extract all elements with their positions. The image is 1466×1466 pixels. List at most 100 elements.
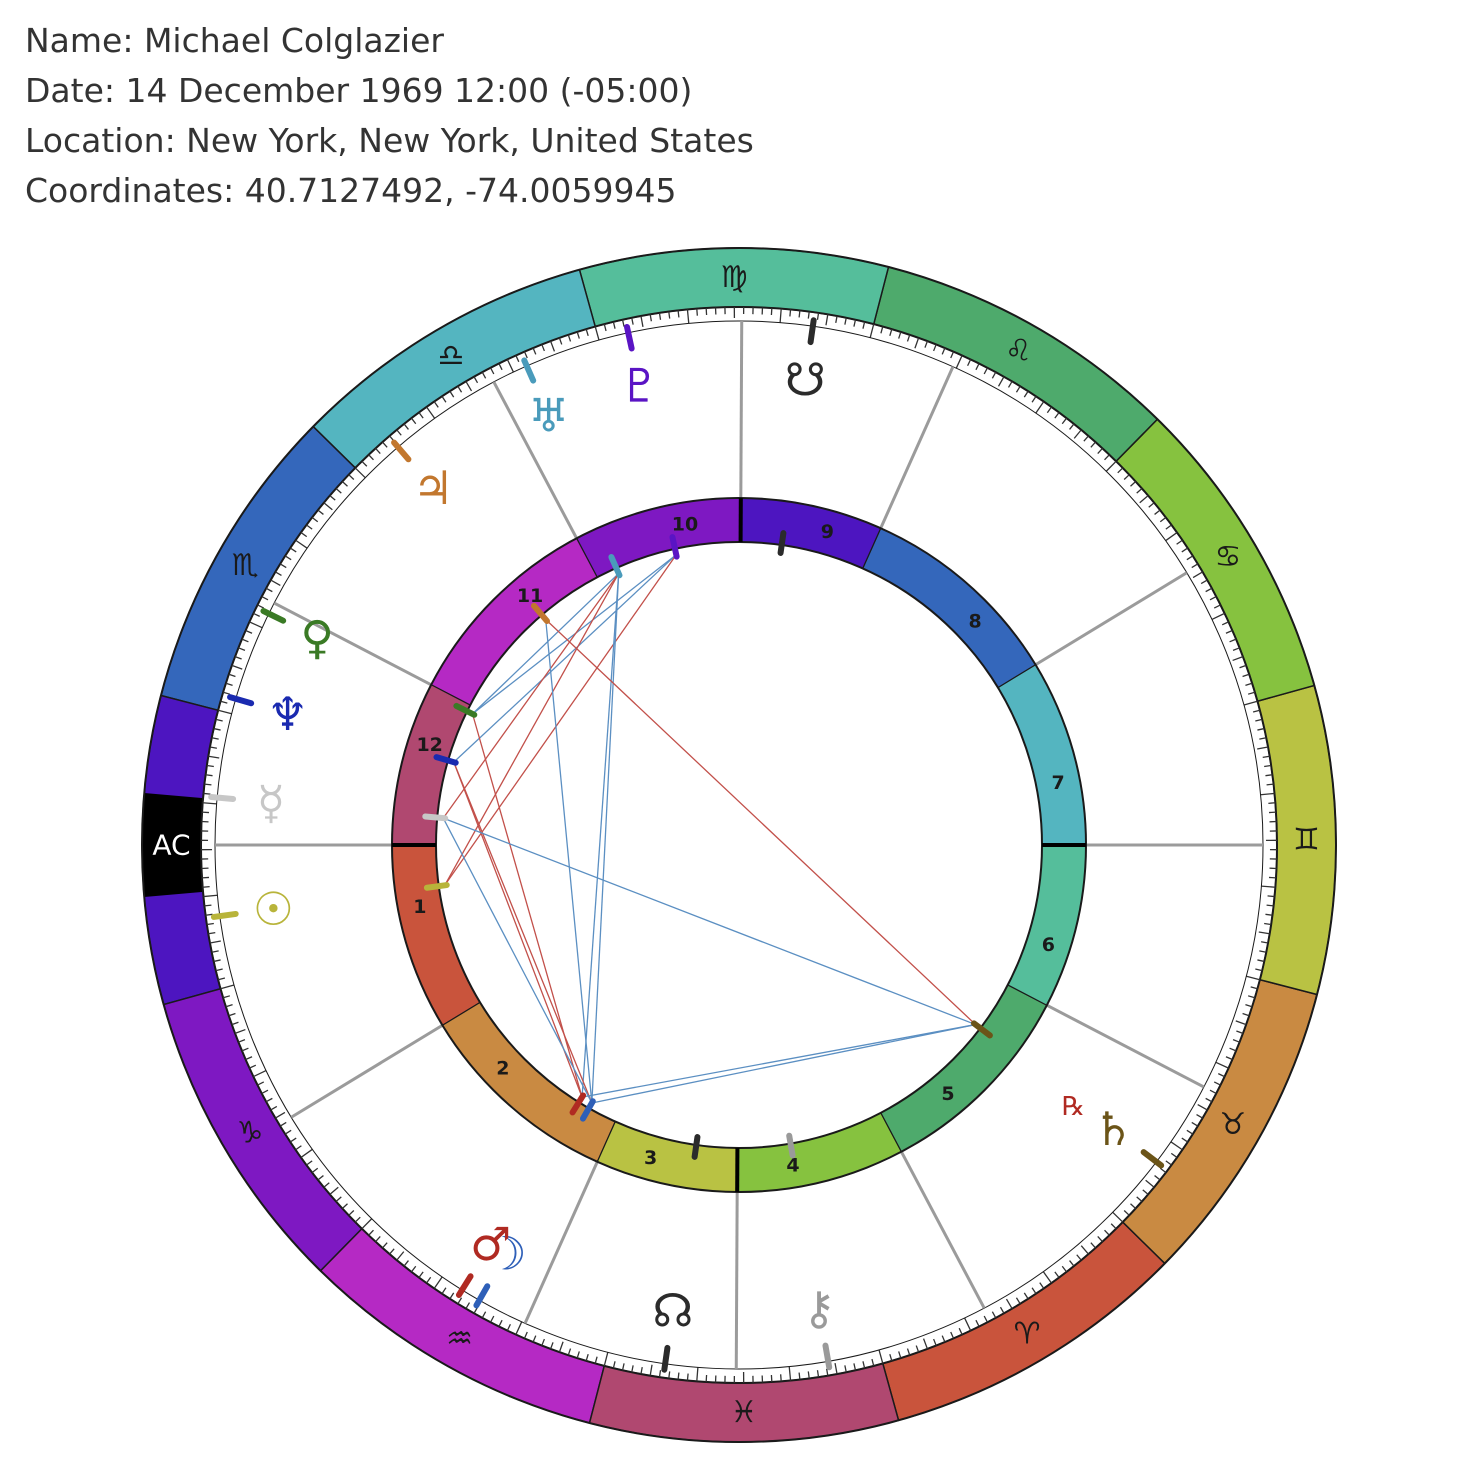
house-number-5: 5 [941,1083,954,1105]
mercury-icon: ☿ [257,775,285,829]
degree-tick [1262,755,1270,759]
degree-tick [1145,1179,1155,1188]
degree-tick [576,1351,580,1359]
south-node-icon: ☋ [785,353,826,407]
degree-tick [375,447,381,454]
degree-tick [295,1145,302,1151]
degree-tick [433,1276,443,1289]
saturn-retrograde-icon: ℞ [1062,1092,1085,1122]
degree-tick [1243,700,1258,706]
degree-tick [465,381,473,392]
degree-tick [341,1203,348,1209]
degree-tick [1090,1242,1096,1249]
degree-tick [1130,1203,1137,1209]
degree-tick [498,363,503,371]
degree-tick [490,367,495,375]
degree-tick [950,351,955,359]
aspect-line-moon-saturn [591,1023,976,1104]
degree-tick [878,1349,884,1364]
degree-tick [1097,447,1103,454]
degree-tick [1046,406,1052,414]
degree-tick [1097,1236,1103,1243]
degree-tick [1181,547,1188,553]
degree-tick [1015,385,1021,393]
degree-tick [220,700,228,704]
degree-tick [869,323,875,338]
degree-tick [225,1004,233,1008]
degree-tick [924,340,929,348]
degree-tick [1257,727,1265,731]
degree-tick [215,968,223,972]
aquarius-sign-glyph: ♒ [446,1321,473,1356]
aspect-line-uranus-moon [591,573,620,1104]
degree-tick [1259,950,1267,953]
scorpio-sign-glyph: ♏ [232,548,259,583]
ascendant-marker-block [141,792,204,898]
degree-tick [490,1315,495,1323]
venus-inner-marker [453,702,478,718]
degree-tick [441,396,447,403]
house-number-6: 6 [1042,934,1055,956]
degree-tick [933,344,937,352]
degree-tick [241,1047,249,1052]
jupiter-outer-marker [391,439,412,463]
venus-outer-marker [260,608,287,624]
degree-tick [204,904,212,907]
degree-tick [825,314,829,326]
degree-tick [1031,1287,1037,1294]
degree-tick [396,429,402,436]
chart-info: Name: Michael Colglazier Date: 14 Decemb… [25,16,754,216]
degree-tick [1159,516,1167,523]
degree-tick [1181,1137,1188,1143]
degree-tick [1205,1097,1213,1103]
degree-tick [1257,959,1265,963]
degree-tick [906,1348,911,1356]
degree-tick [889,328,893,337]
degree-tick [1083,435,1089,442]
degree-tick [202,886,210,888]
degree-tick [906,334,911,342]
degree-tick [1112,1211,1124,1223]
sign-inner-circle [200,306,1278,1384]
degree-tick [205,913,213,916]
degree-tick [228,673,236,678]
degree-tick [270,579,281,587]
degree-tick [825,1368,829,1376]
house-number-10: 10 [672,514,698,536]
house-number-12: 12 [416,734,442,756]
uranus-icon: ♅ [528,388,569,442]
degree-tick [549,1342,554,1350]
degree-tick [220,984,235,990]
degree-tick [290,1137,297,1143]
degree-tick [1076,1254,1082,1261]
degree-tick [1023,1292,1029,1300]
degree-tick [1236,1030,1244,1035]
degree-tick [354,467,366,479]
degree-tick [1139,495,1149,504]
degree-tick [203,894,218,898]
degree-tick [964,1317,972,1331]
degree-tick [396,1251,405,1261]
degree-tick [441,1287,447,1294]
degree-tick [523,351,528,359]
house-cusp-line-3 [523,1161,599,1324]
degree-tick [1245,1004,1253,1008]
degree-tick [323,502,333,511]
degree-tick [1117,467,1124,474]
degree-tick [211,737,219,740]
degree-tick [658,312,662,320]
degree-tick [209,746,218,749]
degree-tick [1170,1141,1183,1151]
degree-tick [1170,1152,1178,1158]
saturn-outer-marker [1140,1149,1165,1169]
neptune-inner-marker [433,754,459,766]
house-number-2: 2 [496,1057,509,1079]
degree-tick [862,1361,866,1369]
degree-tick [844,1365,847,1373]
degree-tick [1229,638,1237,643]
degree-tick [222,691,231,695]
degree-tick [1264,922,1272,926]
degree-tick [1225,629,1233,634]
house-cusp-lines [215,320,1263,1370]
